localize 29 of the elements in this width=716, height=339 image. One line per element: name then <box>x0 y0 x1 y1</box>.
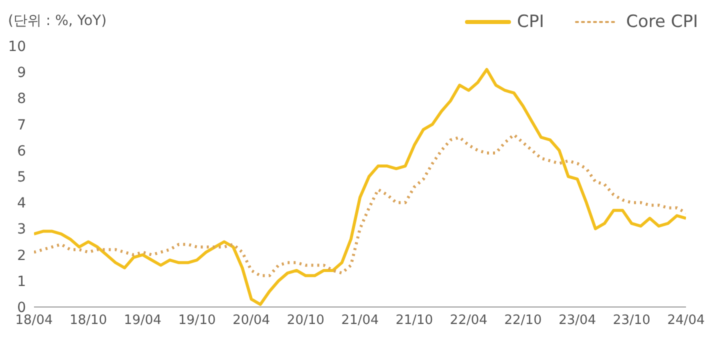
x-tick-label: 22/04 <box>450 313 488 328</box>
x-tick-label: 21/10 <box>396 313 434 328</box>
x-tick-label: 22/10 <box>504 313 542 328</box>
y-tick-label: 5 <box>17 169 26 186</box>
x-tick-label: 24/04 <box>667 313 705 328</box>
y-tick-label: 2 <box>17 248 26 264</box>
legend-label: Core CPI <box>626 12 698 32</box>
y-tick-label: 0 <box>17 300 26 316</box>
line-series <box>34 133 686 278</box>
y-tick-label: 7 <box>17 117 26 134</box>
y-tick-label: 1 <box>17 274 26 290</box>
x-tick-label: 19/04 <box>124 313 162 328</box>
y-axis-title: (단위 : %, YoY) <box>8 12 107 30</box>
y-tick-label: 10 <box>8 38 26 55</box>
y-tick-label: 4 <box>17 196 26 212</box>
x-tick-label: 21/04 <box>341 313 379 328</box>
y-tick-label: 8 <box>17 91 26 108</box>
y-tick-label: 6 <box>17 143 26 160</box>
line-series <box>34 68 686 306</box>
x-tick-label: 19/10 <box>178 313 216 328</box>
x-tick-label: 18/04 <box>15 313 53 328</box>
legend-label: CPI <box>516 12 544 32</box>
x-tick-label: 23/10 <box>612 313 650 328</box>
y-tick-label: 3 <box>17 222 26 238</box>
x-tick-label: 18/10 <box>70 313 108 328</box>
x-tick-label: 20/04 <box>232 313 270 328</box>
x-tick-label: 20/10 <box>286 313 324 328</box>
x-tick-label: 23/04 <box>558 313 596 328</box>
y-tick-label: 9 <box>17 65 26 82</box>
